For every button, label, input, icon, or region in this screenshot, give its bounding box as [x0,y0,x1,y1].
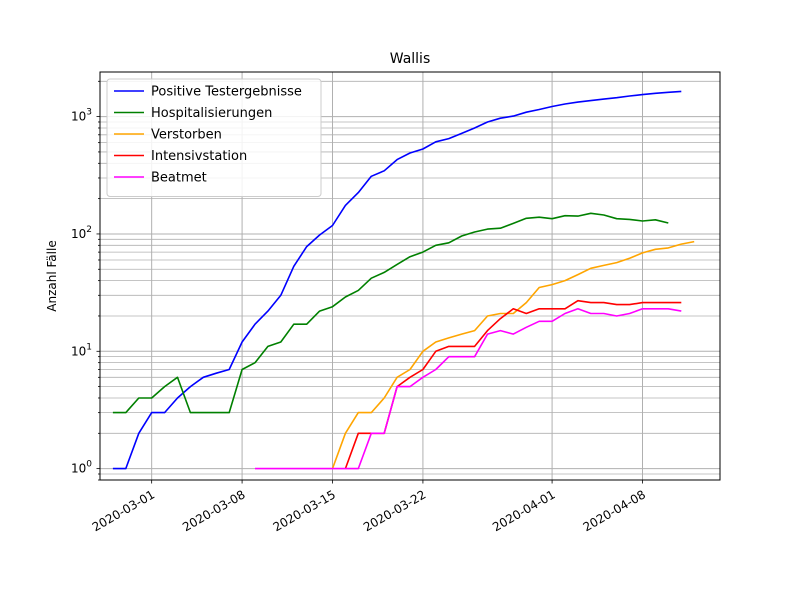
legend-label: Intensivstation [151,149,247,164]
legend-box [106,78,322,197]
chart-title: Wallis [390,51,431,67]
legend-label: Beatmet [151,171,207,186]
legend-label: Verstorben [151,128,222,143]
series-line [255,307,682,470]
y-tick-label: 103 [71,108,92,124]
plot-frame [99,71,721,481]
series-line [331,240,695,469]
legend-label: Positive Testergebnisse [151,85,302,100]
y-tick-label: 101 [71,342,92,358]
y-axis-label: Anzahl Fälle [45,240,59,311]
legend-label: Hospitalisierungen [151,106,272,121]
y-tick-label: 102 [71,225,92,241]
y-tick-label: 100 [71,460,92,476]
series-lines [112,90,695,470]
legend: Positive Testergebnisse Hospitalisierunge… [106,78,322,197]
grid [100,72,720,481]
series-line [112,90,682,470]
series-line [344,299,682,469]
series-line [112,212,669,414]
